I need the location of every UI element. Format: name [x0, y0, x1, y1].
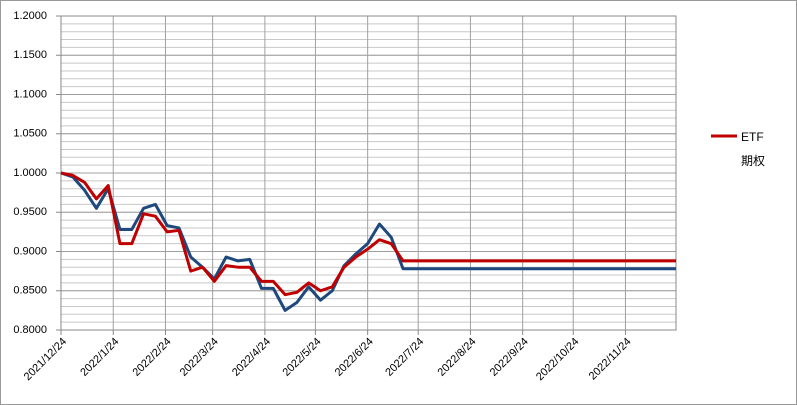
legend-label: ETF期权 [741, 130, 766, 168]
y-tick-label: 1.1500 [13, 49, 47, 61]
series-line [60, 171, 676, 312]
x-tick-label: 2022/5/24 [281, 336, 324, 379]
x-tick-label: 2022/4/24 [230, 336, 273, 379]
y-tick-label: 1.0000 [13, 167, 47, 179]
x-tick-label: 2022/3/24 [178, 336, 221, 379]
series-line [60, 171, 676, 297]
y-tick-label: 1.1000 [13, 88, 47, 100]
y-tick-label: 0.8000 [13, 324, 47, 336]
y-tick-label: 0.9500 [13, 206, 47, 218]
x-tick-label: 2022/2/24 [131, 336, 174, 379]
legend-swatch [711, 134, 737, 138]
y-tick-label: 0.8500 [13, 285, 47, 297]
x-tick-label: 2022/9/24 [488, 336, 531, 379]
x-tick-label: 2022/11/24 [587, 336, 634, 383]
x-tick-label: 2022/10/24 [534, 336, 581, 383]
y-tick-label: 1.2000 [13, 10, 47, 22]
x-tick-label: 2022/8/24 [436, 336, 479, 379]
x-tick-label: 2021/12/24 [22, 336, 69, 383]
x-tick-label: 2022/1/24 [78, 336, 121, 379]
x-tick-label: 2022/7/24 [383, 336, 426, 379]
x-tick-label: 2022/6/24 [333, 336, 376, 379]
y-tick-label: 1.0500 [13, 128, 47, 140]
y-tick-label: 0.9000 [13, 245, 47, 257]
